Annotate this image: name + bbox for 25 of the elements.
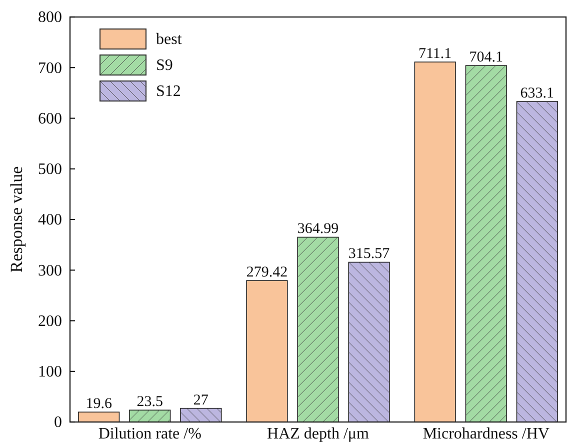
y-tick-label: 700 <box>38 60 62 77</box>
y-tick-label: 600 <box>38 110 62 128</box>
data-label: 364.99 <box>297 221 339 238</box>
legend-label: best <box>156 31 182 48</box>
legend-label: S12 <box>156 83 181 100</box>
y-tick-label: 300 <box>38 262 62 280</box>
x-tick-label: HAZ depth /μm <box>267 425 370 442</box>
data-label: 711.1 <box>418 46 452 62</box>
legend-label: S9 <box>156 57 173 74</box>
y-tick-label: 500 <box>38 160 62 178</box>
data-label: 19.6 <box>86 396 112 412</box>
y-tick-label: 800 <box>38 9 62 26</box>
y-tick-label: 0 <box>54 414 62 432</box>
y-tick-label: 100 <box>38 363 62 380</box>
x-tick-label: Dilution rate /% <box>98 425 202 442</box>
data-label: 23.5 <box>136 394 163 410</box>
data-label: 633.1 <box>520 85 554 102</box>
data-label: 315.57 <box>348 246 390 262</box>
y-tick-label: 200 <box>38 312 62 330</box>
y-tick-label: 400 <box>38 212 62 229</box>
data-label: 27 <box>193 392 209 408</box>
data-label: 279.42 <box>246 264 288 281</box>
x-tick-label: Microhardness /HV <box>422 425 550 442</box>
data-label: 704.1 <box>469 50 504 66</box>
y-axis-title: Response value <box>7 166 26 273</box>
